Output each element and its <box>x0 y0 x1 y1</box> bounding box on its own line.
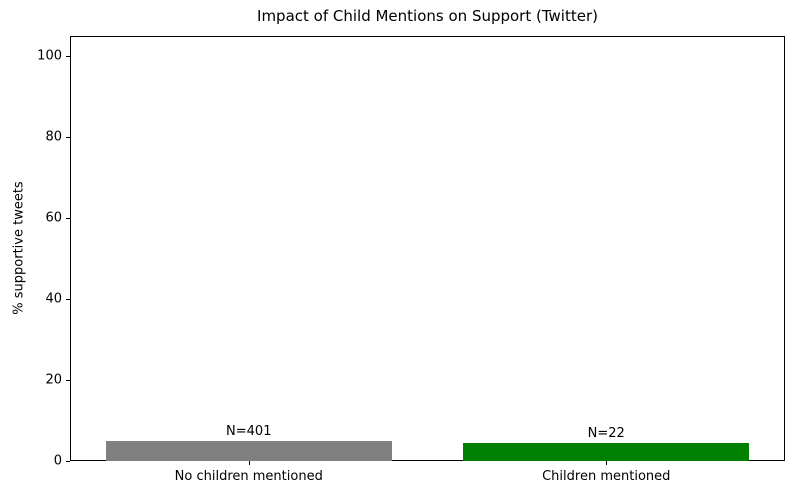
bar-value-label: N=401 <box>226 423 272 439</box>
y-tick-mark <box>66 380 70 382</box>
y-tick-label: 20 <box>45 372 62 388</box>
y-tick-mark <box>66 218 70 220</box>
bar-value-label: N=22 <box>587 425 625 441</box>
chart-title: Impact of Child Mentions on Support (Twi… <box>257 7 598 25</box>
x-tick-label: No children mentioned <box>174 469 323 484</box>
plot-area <box>70 36 785 461</box>
bar-1 <box>105 440 392 461</box>
y-tick-mark <box>66 461 70 462</box>
y-tick-mark <box>66 137 70 139</box>
y-tick-mark <box>66 299 70 301</box>
x-tick-label: Children mentioned <box>542 469 671 484</box>
y-tick-label: 60 <box>45 210 62 226</box>
x-tick-mark <box>606 461 608 465</box>
y-tick-label: 0 <box>53 453 62 469</box>
y-tick-label: 80 <box>45 129 62 145</box>
y-axis-label: % supportive tweets <box>11 181 27 315</box>
y-tick-label: 100 <box>37 48 62 64</box>
bar-2 <box>463 442 750 461</box>
x-tick-mark <box>248 461 250 465</box>
y-tick-mark <box>66 56 70 58</box>
y-tick-label: 40 <box>45 291 62 307</box>
